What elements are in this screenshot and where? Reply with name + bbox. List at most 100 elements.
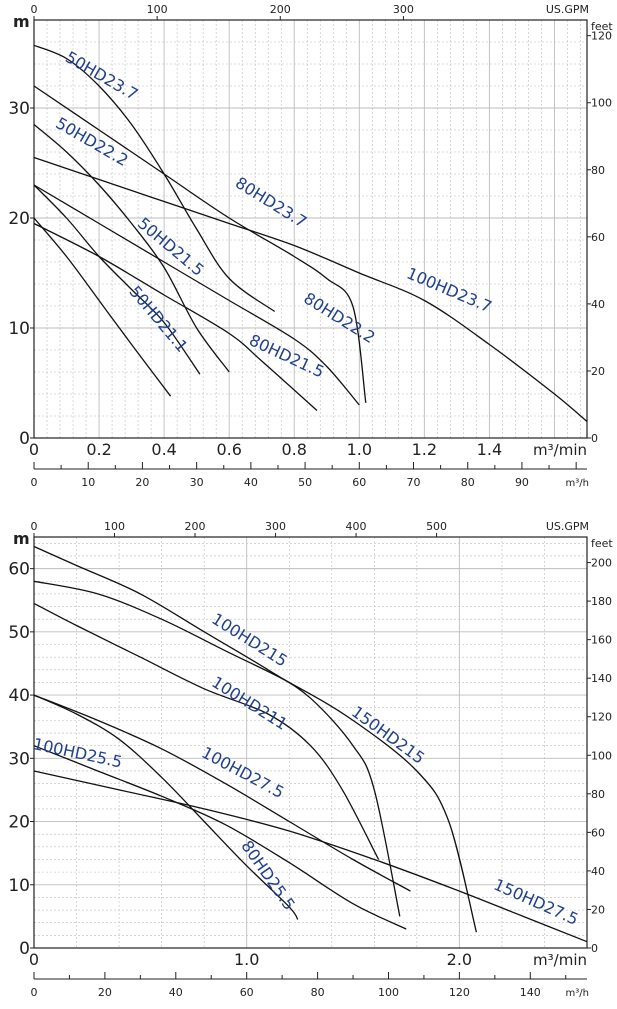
- right-tick-label: 80: [591, 788, 605, 801]
- bottom-tick-label: 30: [190, 476, 204, 489]
- series-line: [33, 694, 299, 920]
- series-80hd25-5: 80HD25.5: [33, 694, 299, 920]
- series-label: 50HD23.7: [62, 47, 141, 104]
- grid: [33, 19, 587, 439]
- x-tick-label: 0.4: [151, 440, 176, 459]
- series-label: 50HD22.2: [53, 113, 132, 170]
- bottom-tick-label: 120: [449, 986, 470, 999]
- y-tick-label: 0: [19, 939, 30, 959]
- series-label: 80HD22.2: [300, 288, 378, 347]
- right-tick-label: 20: [591, 365, 605, 378]
- top-tick-label: 0: [31, 520, 38, 533]
- right-tick-label: 180: [591, 595, 612, 608]
- bottom-tick-label: 140: [520, 986, 541, 999]
- right-tick-label: 100: [591, 749, 612, 762]
- top-tick-label: 300: [265, 520, 286, 533]
- bottom-tick-label: 80: [461, 476, 475, 489]
- series-line: [33, 156, 588, 422]
- bottom-tick-label: 40: [169, 986, 183, 999]
- series-line: [33, 602, 380, 860]
- bottom-tick-label: 70: [407, 476, 421, 489]
- top-axis-unit: US.GPM: [546, 520, 589, 533]
- series-label: 100HD23.7: [404, 264, 495, 317]
- series-label: 100HD211: [208, 672, 291, 733]
- right-axis-unit: feet: [591, 20, 613, 33]
- right-tick-label: 40: [591, 298, 605, 311]
- series-line: [33, 184, 360, 406]
- top-tick-label: 0: [31, 3, 38, 16]
- x-tick-label: 0: [29, 950, 39, 969]
- top-tick-label: 300: [393, 3, 414, 16]
- x-tick-label: 1.4: [477, 440, 502, 459]
- series-line: [33, 580, 478, 933]
- bottom-tick-label: 10: [81, 476, 95, 489]
- series-100hd27-5: 100HD27.5: [33, 694, 411, 892]
- right-tick-label: 0: [591, 942, 598, 955]
- y-tick-label: 60: [8, 560, 30, 580]
- series-label: 50HD21.5: [134, 214, 208, 280]
- right-tick-label: 160: [591, 634, 612, 647]
- series-100hd215: 100HD215: [33, 545, 401, 917]
- y-tick-label: 40: [8, 686, 30, 706]
- bottom-tick-label: 20: [98, 986, 112, 999]
- right-tick-label: 20: [591, 903, 605, 916]
- series-line: [33, 124, 230, 373]
- y-tick-label: 30: [8, 99, 30, 119]
- top-tick-label: 400: [346, 520, 367, 533]
- right-axis-unit: feet: [591, 537, 613, 550]
- right-tick-label: 100: [591, 97, 612, 110]
- bottom-tick-label: 60: [240, 986, 254, 999]
- right-tick-label: 40: [591, 865, 605, 878]
- top-tick-label: 100: [147, 3, 168, 16]
- bottom-axis-unit: m³/h: [566, 988, 589, 999]
- bottom-tick-label: 90: [515, 476, 529, 489]
- right-tick-label: 140: [591, 672, 612, 685]
- series-line: [33, 85, 367, 403]
- top-axis-unit: US.GPM: [546, 3, 589, 16]
- right-tick-label: 60: [591, 231, 605, 244]
- plot-frame: [33, 19, 588, 439]
- x-tick-label: 0.8: [282, 440, 307, 459]
- x-tick-label: 0: [29, 440, 39, 459]
- bottom-tick-label: 50: [298, 476, 312, 489]
- x-tick-label: 0.2: [86, 440, 111, 459]
- plot-frame: [33, 536, 588, 949]
- x-tick-label: 1.0: [347, 440, 372, 459]
- bottom-tick-label: 100: [378, 986, 399, 999]
- y-tick-label: 30: [8, 749, 30, 769]
- series-label: 50HD21.1: [125, 282, 191, 356]
- x-tick-label: 1.2: [412, 440, 437, 459]
- y-tick-label: 50: [8, 623, 30, 643]
- top-tick-label: 100: [104, 520, 125, 533]
- y-tick-label: 10: [8, 319, 30, 339]
- series-label: 100HD215: [208, 609, 291, 670]
- bottom-tick-label: 40: [244, 476, 258, 489]
- series-150hd27-5: 150HD27.5: [33, 770, 588, 943]
- series-label: 150HD215: [348, 702, 428, 768]
- series-line: [33, 545, 401, 917]
- bottom-tick-label: 20: [135, 476, 149, 489]
- x-tick-label: 1.0: [234, 950, 259, 969]
- bottom-tick-label: 60: [352, 476, 366, 489]
- series-label: 80HD23.7: [232, 173, 310, 232]
- x-axis-unit: m³/min: [533, 951, 587, 969]
- x-tick-label: 2.0: [447, 950, 472, 969]
- series-line: [33, 745, 407, 930]
- series-line: [33, 217, 172, 397]
- series-line: [33, 222, 318, 411]
- bottom-tick-label: 0: [31, 476, 38, 489]
- right-tick-label: 200: [591, 557, 612, 570]
- right-tick-label: 120: [591, 30, 612, 43]
- top-tick-label: 200: [185, 520, 206, 533]
- series-label: 100HD25.5: [31, 734, 123, 771]
- top-tick-label: 500: [426, 520, 447, 533]
- right-tick-label: 0: [591, 432, 598, 445]
- series-label: 80HD21.5: [246, 330, 327, 381]
- x-tick-label: 0.6: [216, 440, 241, 459]
- y-tick-label: 0: [19, 429, 30, 449]
- right-tick-label: 120: [591, 711, 612, 724]
- series-line: [33, 44, 276, 313]
